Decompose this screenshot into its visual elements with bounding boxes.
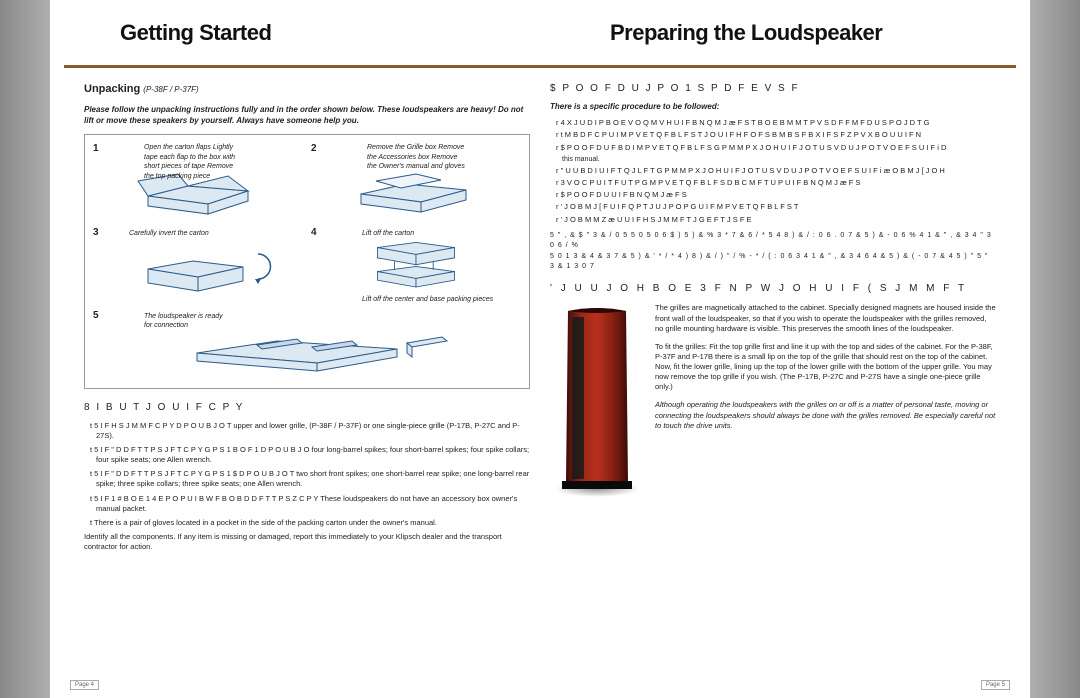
- step-5: 5 The loudspeaker is ready for connectio…: [89, 306, 525, 384]
- step-2-cap: Remove the Grille box Remove the Accesso…: [367, 143, 467, 171]
- list-item: 4 X J U D I P B O E V O Q M V H U I F B …: [556, 118, 996, 128]
- step-3-cap: Carefully invert the carton: [129, 229, 209, 238]
- warning-text: Please follow the unpacking instructions…: [84, 105, 530, 127]
- step-5-num: 5: [93, 310, 99, 321]
- step-2: 2 Remove the Grille box Remove the Acces…: [307, 139, 525, 222]
- list-item: ' J O B M M Z æ U U I F H S J M M F T J …: [556, 215, 996, 225]
- content: Unpacking (P-38F / P-37F) Please follow …: [50, 68, 1030, 558]
- step-4-cap: Lift off the carton: [362, 229, 414, 238]
- step-5-cap: The loudspeaker is ready for connection: [144, 312, 224, 331]
- list-item: t M B D F C P U I M P V E T Q F B L F S …: [556, 130, 996, 140]
- step-1: 1 Open the carton flaps Lightly tape eac…: [89, 139, 307, 222]
- step-2-num: 2: [311, 143, 317, 154]
- box-contents-list: 5 I F H S J M M F C P Y D P O U B J O T …: [84, 421, 530, 528]
- unpacking-title: Unpacking: [84, 83, 140, 95]
- caution-line-2: 5 0 1 3 & 4 & 3 7 & 5 ) & ' * / * 4 ) 8 …: [550, 252, 996, 272]
- procedure-list-1: 4 X J U D I P B O E V O Q M V H U I F B …: [550, 118, 996, 152]
- step-4: 4 Lift off the carton Lift off: [307, 223, 525, 306]
- grille-para-1: The grilles are magnetically attached to…: [655, 303, 996, 333]
- list-item: $ P O O F D U F B D I M P V E T Q F B L …: [556, 143, 996, 153]
- manual-spread: Getting Started Preparing the Loudspeake…: [50, 0, 1030, 698]
- list-item: $ P O O F D U U I F B N Q M J æ F S: [556, 190, 996, 200]
- grille-text: The grilles are magnetically attached to…: [655, 303, 996, 498]
- step-3-num: 3: [93, 227, 99, 238]
- list-item: 5 I F 1 # B O E 1 4 E P O P U I B W F B …: [90, 494, 530, 514]
- unpacking-heading: Unpacking (P-38F / P-37F): [84, 82, 530, 97]
- connection-procedure-heading: $ P O O F D U J P O 1 S P D F E V S F: [550, 82, 996, 96]
- whats-in-box-heading: 8 I B U T J O U I F C P Y: [84, 401, 530, 415]
- speaker-image: [550, 303, 645, 498]
- identify-text: Identify all the components. If any item…: [84, 532, 530, 552]
- list-item: 5 I F " D D F T T P S J F T C P Y G P S …: [90, 445, 530, 465]
- page-title-left: Getting Started: [120, 20, 271, 46]
- grilles-heading: ' J U U J O H B O E 3 F N P W J O H U I …: [550, 282, 996, 296]
- this-manual: this manual.: [550, 155, 996, 164]
- list-item: There is a pair of gloves located in a p…: [90, 518, 530, 528]
- list-item: 5 I F " D D F T T P S J F T C P Y G P S …: [90, 469, 530, 489]
- step-3: 3 Carefully invert the carton: [89, 223, 307, 306]
- list-item: ' J O B M J [ F U I F Q P T J U J P O P …: [556, 202, 996, 212]
- grille-para-3: Although operating the loudspeakers with…: [655, 400, 996, 430]
- step-3-diagram: [93, 239, 303, 299]
- procedure-list-2: " U U B D I U I F T Q J L F T G P M M P …: [550, 166, 996, 225]
- caution-line-1: 5 " , & $ " 3 & / 0 5 5 0 5 0 6 $ ) 5 ) …: [550, 231, 996, 251]
- procedure-intro: There is a specific procedure to be foll…: [550, 102, 996, 113]
- grille-para-2: To fit the grilles: Fit the top grille f…: [655, 342, 996, 393]
- page-title-right: Preparing the Loudspeaker: [610, 20, 882, 46]
- step-4b-cap: Lift off the center and base packing pie…: [362, 295, 493, 304]
- left-column: Unpacking (P-38F / P-37F) Please follow …: [74, 82, 540, 552]
- step-4-num: 4: [311, 227, 317, 238]
- unpacking-model: (P-38F / P-37F): [143, 85, 198, 94]
- page-number-right: Page 5: [981, 680, 1010, 690]
- list-item: " U U B D I U I F T Q J L F T G P M M P …: [556, 166, 996, 176]
- list-item: 5 I F H S J M M F C P Y D P O U B J O T …: [90, 421, 530, 441]
- step-1-cap: Open the carton flaps Lightly tape each …: [144, 143, 244, 181]
- list-item: 3 V O C P U I T F U T P G M P V E T Q F …: [556, 178, 996, 188]
- unpacking-steps-box: 1 Open the carton flaps Lightly tape eac…: [84, 134, 530, 389]
- header: Getting Started Preparing the Loudspeake…: [50, 0, 1030, 65]
- step-1-num: 1: [93, 143, 99, 154]
- grille-section: The grilles are magnetically attached to…: [550, 303, 996, 498]
- right-column: $ P O O F D U J P O 1 S P D F E V S F Th…: [540, 82, 1006, 552]
- step-4-diagram: [311, 239, 521, 299]
- page-number-left: Page 4: [70, 680, 99, 690]
